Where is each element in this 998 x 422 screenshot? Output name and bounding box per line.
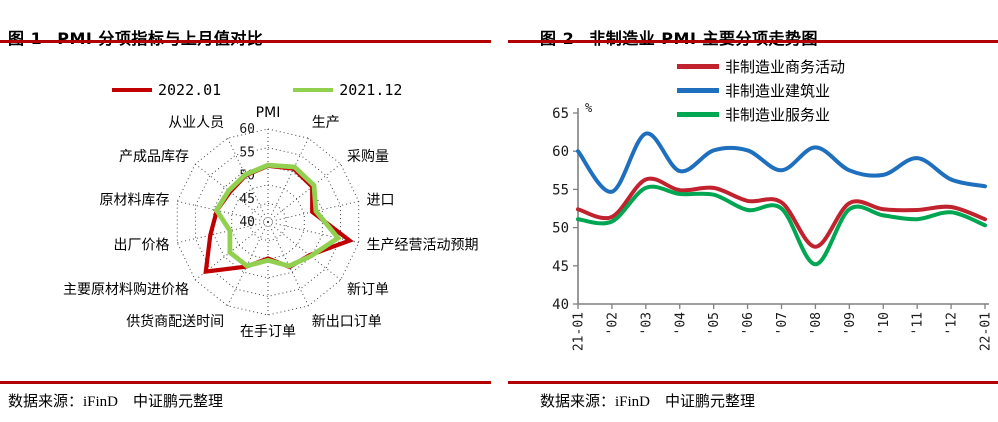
radar-axis-label: 原材料库存 <box>100 193 170 209</box>
radar-grid-spoke <box>267 221 359 244</box>
x-axis-tick-label: '10 <box>877 312 892 335</box>
figure-2-panel: 图 2 非制造业 PMI 主要分项走势图 40 45 50 55 60 65% 21-01 '0… <box>499 0 998 422</box>
radar-grid-ring <box>195 147 341 297</box>
radar-grid-spoke <box>227 137 269 223</box>
radar-grid-spoke <box>267 137 309 223</box>
figure-2-number: 图 2 <box>540 29 575 48</box>
figure-1-title-text: PMI 分项指标与上月值对比 <box>57 29 264 48</box>
x-axis-tick-label: '04 <box>673 312 688 336</box>
legend-swatch-2021-12 <box>293 88 334 92</box>
radar-axis-label: 在手订单 <box>240 324 296 340</box>
figure-1-title: 图 1 PMI 分项指标与上月值对比 <box>8 25 263 49</box>
radar-axis-label: 供货商配送时间 <box>126 313 224 330</box>
radar-axis-label: 新订单 <box>347 282 389 298</box>
x-axis-tick-label: '12 <box>945 312 960 335</box>
footer-rule-left <box>0 381 491 384</box>
y-axis-tick-label: 65 <box>552 106 569 122</box>
radar-grid-spoke <box>267 163 342 223</box>
radar-axis-label: 采购量 <box>347 149 389 165</box>
x-axis-tick-label: '07 <box>775 312 790 335</box>
x-axis-tick-label: 21-01 <box>572 312 587 351</box>
title-underline-left <box>0 40 491 43</box>
x-axis-tick-label: '06 <box>741 312 756 335</box>
footer-rule-right <box>508 381 998 384</box>
legend-swatch-services <box>677 111 719 117</box>
x-axis-tick-label: '11 <box>911 312 926 335</box>
y-axis-unit-label: % <box>585 101 593 115</box>
line-legend-item-services: 非制造业服务业 <box>677 102 845 126</box>
title-underline-right <box>508 40 998 43</box>
radar-legend-item-2022-01: 2022.01 <box>112 81 221 99</box>
figure-2-title: 图 2 非制造业 PMI 主要分项走势图 <box>540 25 818 49</box>
radar-grid-spoke <box>177 200 269 223</box>
radar-axis-label: 从业人员 <box>168 115 224 131</box>
radar-legend-item-2021-12: 2021.12 <box>293 81 402 99</box>
radar-tick-label: 45 <box>239 192 255 207</box>
x-axis-tick-label: '02 <box>605 312 620 335</box>
radar-axis-label: 生产 <box>312 115 340 131</box>
radar-axis-label: 生产经营活动预期 <box>367 238 479 254</box>
legend-swatch-business-activity <box>677 63 719 69</box>
radar-axis-label: 新出口订单 <box>312 314 382 330</box>
radar-tick-label: 50 <box>239 169 255 184</box>
radar-series-1 <box>213 162 342 269</box>
legend-swatch-2022-01 <box>112 88 152 92</box>
x-axis-tick-label: '08 <box>809 312 824 335</box>
radar-grid <box>176 128 360 316</box>
radar-grid-ring <box>249 202 287 242</box>
data-source-caption-right: 数据来源：iFinD 中证鹏元整理 <box>540 394 756 410</box>
radar-axis-label: 进口 <box>367 193 395 209</box>
radar-axis-label: 主要原材料购进价格 <box>63 282 189 298</box>
radar-tick-labels: 40 45 50 55 60 <box>239 122 255 230</box>
axes: 40 45 50 55 60 65 % 21-01 '02 '03 '04 '05 '06 '07 '08 '… <box>552 101 993 351</box>
radar-series-0 <box>203 163 354 275</box>
figure-1-panel: 图 1 PMI 分项指标与上月值对比 40 45 50 55 60 PMI 生产采购量进口生产… <box>0 25 491 410</box>
radar-grid-spoke <box>194 221 269 281</box>
line-series-0 <box>576 176 987 249</box>
line-legend-item-construction: 非制造业建筑业 <box>677 78 845 102</box>
radar-legend-label: 2022.01 <box>158 81 222 99</box>
line-legend-label: 非制造业服务业 <box>725 105 831 124</box>
radar-axis-label: 产成品库存 <box>119 149 189 165</box>
figure-2-title-text: 非制造业 PMI 主要分项走势图 <box>589 29 818 48</box>
data-source-caption-left: 数据来源：iFinD 中证鹏元整理 <box>8 394 224 410</box>
radar-grid-ring <box>231 184 305 260</box>
radar-axis-label: 出厂价格 <box>114 238 170 254</box>
line-legend-label: 非制造业商务活动 <box>725 57 846 76</box>
y-axis-tick-label: 60 <box>552 144 569 160</box>
radar-grid-spoke <box>227 221 269 307</box>
x-axis-tick-label: '05 <box>707 312 722 335</box>
y-axis-tick-label: 45 <box>552 259 569 275</box>
x-axis-tick-label: '09 <box>843 312 858 335</box>
line-series-2 <box>576 184 987 267</box>
legend-swatch-construction <box>677 87 719 93</box>
radar-legend-label: 2021.12 <box>339 81 403 99</box>
radar-grid-ring <box>213 165 323 279</box>
radar-grid-ring <box>176 128 360 316</box>
radar-axis-label: PMI <box>256 105 281 121</box>
figure-1-number: 图 1 <box>8 29 43 48</box>
x-axis-tick-label: '03 <box>639 312 654 335</box>
radar-grid-spoke <box>267 221 309 307</box>
line-series-1 <box>576 131 987 194</box>
y-axis-tick-label: 50 <box>552 221 569 237</box>
radar-tick-label: 55 <box>239 145 255 160</box>
line-legend: 非制造业商务活动 非制造业建筑业 非制造业服务业 <box>677 54 845 126</box>
radar-tick-label: 40 <box>239 215 255 230</box>
radar-grid-spoke <box>267 221 342 281</box>
line-legend-label: 非制造业建筑业 <box>725 81 831 100</box>
line-legend-item-business-activity: 非制造业商务活动 <box>677 54 845 78</box>
y-axis-tick-label: 55 <box>552 182 569 198</box>
x-axis-tick-label: 22-01 <box>979 312 994 351</box>
radar-legend: 2022.01 2021.12 <box>112 81 402 99</box>
radar-tick-label: 60 <box>239 122 255 137</box>
radar-grid-spoke <box>194 163 269 223</box>
radar-grid-spoke <box>267 200 359 223</box>
radar-grid-spoke <box>177 221 269 244</box>
y-axis-tick-label: 40 <box>552 297 569 313</box>
